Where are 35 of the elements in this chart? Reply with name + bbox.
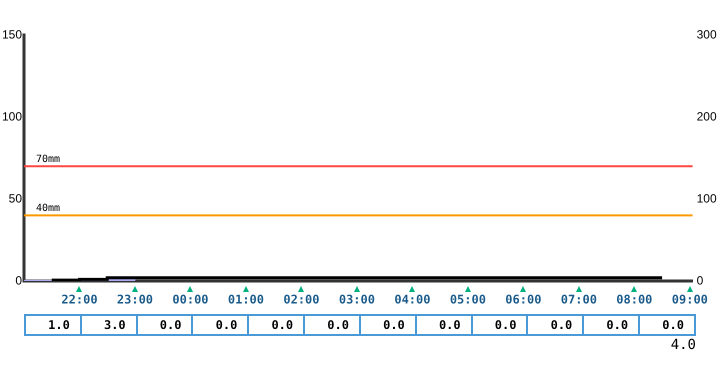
- y-tick-label: 100: [2, 109, 22, 124]
- x-tick-label: 04:00: [394, 292, 430, 306]
- text: 4.0: [670, 336, 696, 354]
- y2-tick-label: 300: [696, 27, 717, 42]
- x-tick-label: 05:00: [450, 292, 486, 306]
- text: 0.0: [247, 316, 304, 334]
- text: 0.0: [526, 316, 582, 334]
- text: 0.0: [470, 316, 526, 334]
- y-tick-label: 0: [15, 273, 22, 288]
- ref-line-label: 40mm: [36, 202, 60, 214]
- y2-tick-label: 100: [696, 191, 717, 206]
- text: 0.0: [582, 316, 638, 334]
- text: 3.0: [80, 316, 136, 334]
- text: 0.0: [136, 316, 192, 334]
- x-tick-label: 01:00: [228, 292, 264, 306]
- text: 0.0: [191, 316, 248, 334]
- text: 0.0: [358, 316, 415, 334]
- ref-line-label: 70mm: [36, 154, 60, 165]
- x-tick-label: 00:00: [172, 292, 209, 306]
- x-tick-label: 23:00: [116, 292, 154, 306]
- x-tick-label: 07:00: [560, 292, 597, 306]
- x-tick-label: 09:00: [672, 292, 708, 306]
- y2-tick-label: 0: [696, 273, 704, 288]
- x-tick-label: 22:00: [61, 292, 98, 306]
- y-tick-label: 50: [8, 191, 22, 206]
- x-tick-label: 08:00: [616, 292, 652, 306]
- y2-tick-label: 200: [696, 109, 717, 124]
- x-tick-label: 06:00: [505, 292, 542, 306]
- x-tick-label: 03:00: [338, 292, 375, 306]
- text: 1.0: [47, 317, 71, 334]
- y-tick-label: 150: [2, 27, 22, 42]
- x-tick-label: 02:00: [283, 292, 320, 306]
- text: 0.0: [303, 316, 359, 334]
- text: 0.0: [638, 316, 694, 334]
- text: 0.0: [414, 316, 471, 334]
